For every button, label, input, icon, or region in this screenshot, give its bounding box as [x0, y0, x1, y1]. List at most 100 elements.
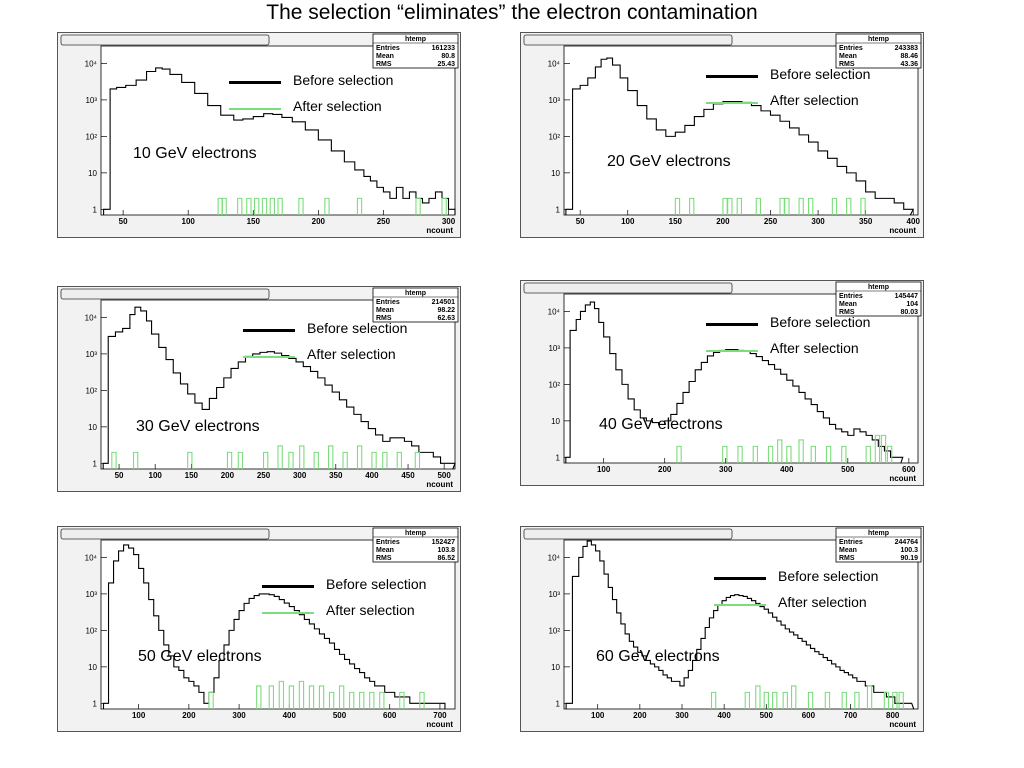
slide-title: The selection “eliminates” the electron …	[266, 1, 758, 24]
after-selection-bin	[278, 680, 285, 709]
after-selection-bin	[269, 197, 275, 215]
chart-caption: 10 GeV electrons	[133, 145, 257, 162]
title-box	[523, 34, 733, 46]
y-tick-label: 10	[88, 663, 97, 672]
histogram-before-selection	[103, 67, 456, 215]
stats-key: Mean	[839, 301, 857, 308]
legend-before-label: Before selection	[293, 72, 394, 88]
after-selection-bin	[419, 691, 425, 709]
legend-after-swatch	[229, 108, 281, 110]
legend-after-swatch	[262, 612, 314, 614]
after-selection-bin	[674, 197, 681, 215]
stats-key: RMS	[376, 61, 392, 68]
x-tick-label: 400	[780, 465, 794, 474]
histogram-svg: 1 10 10² 10³ 10⁴ 100 200 300 400 500 600 700 800ncou…	[520, 526, 924, 732]
after-selection-bin	[379, 691, 385, 709]
y-tick-label: 10²	[85, 132, 97, 141]
stats-box: htemp Entries 243383 Mean 88.46 RMS 43.36	[835, 33, 922, 69]
plot-area	[563, 293, 919, 464]
after-selection-bin	[256, 685, 262, 709]
x-tick-label: 250	[764, 217, 778, 226]
stats-key: Mean	[376, 307, 394, 314]
legend-before-label: Before selection	[770, 66, 871, 82]
stats-value: 161233	[432, 45, 455, 52]
legend-after-label: After selection	[326, 602, 415, 618]
after-selection-bin	[318, 685, 325, 709]
stats-value: 214501	[432, 299, 455, 306]
x-tick-label: 350	[859, 217, 873, 226]
x-tick-label: 100	[182, 217, 196, 226]
stats-key: Entries	[376, 299, 400, 306]
legend-before-label: Before selection	[307, 320, 408, 336]
after-selection-bin	[414, 451, 421, 469]
after-selection-bin	[298, 197, 304, 215]
y-tick-label: 10³	[85, 96, 97, 105]
after-selection-bin	[399, 691, 405, 709]
x-tick-label: 400	[717, 711, 731, 720]
histogram-panel: 1 10 10² 10³ 10⁴ 50 100 150 200 250 300 ncount htemp…	[57, 32, 461, 238]
stats-value: 244764	[895, 539, 918, 546]
after-selection-bin	[784, 197, 790, 215]
histogram-panel: 1 10 10² 10³ 10⁴ 100 200 300 400 500 600 700 800 ncou…	[520, 526, 924, 732]
after-selection-bin	[356, 445, 363, 469]
x-tick-label: 250	[257, 471, 271, 480]
title-box	[523, 528, 733, 540]
x-tick-label: 600	[383, 711, 397, 720]
title-box	[60, 528, 270, 540]
after-selection-bin	[338, 685, 345, 709]
stats-value: 88.46	[900, 53, 918, 60]
stats-key: Entries	[839, 293, 863, 300]
x-tick-label: 200	[716, 217, 730, 226]
y-tick-label: 10⁴	[85, 59, 98, 68]
legend-after-label: After selection	[770, 92, 859, 108]
stats-value: 80.03	[900, 309, 918, 316]
stats-key: Mean	[376, 53, 394, 60]
after-selection-bin	[371, 451, 377, 469]
after-selection-bin	[874, 434, 881, 463]
stats-key: Mean	[839, 547, 857, 554]
stats-value: 100.3	[900, 547, 918, 554]
x-tick-label: 600	[802, 711, 816, 720]
after-selection-bin	[382, 451, 388, 469]
y-tick-label: 1	[93, 205, 98, 214]
y-tick-label: 1	[556, 699, 561, 708]
stats-key: Mean	[839, 53, 857, 60]
x-tick-label: 150	[669, 217, 683, 226]
histogram-after-selection	[217, 197, 447, 215]
legend-before-label: Before selection	[326, 576, 427, 592]
x-tick-label: 300	[675, 711, 689, 720]
after-selection-bin	[298, 680, 305, 709]
after-selection-bin	[866, 685, 873, 709]
after-selection-bin	[807, 691, 814, 709]
histogram-before-selection	[102, 544, 446, 709]
histogram-panel: 1 10 10² 10³ 10⁴ 50 100 150 200 250 300 350 400 450 50…	[57, 286, 461, 492]
after-selection-bin	[798, 197, 804, 215]
after-selection-bin	[898, 691, 904, 709]
after-selection-bin	[841, 691, 847, 709]
legend-after-label: After selection	[770, 340, 859, 356]
stats-box: htemp Entries 152427 Mean 103.8 RMS 86.52	[372, 527, 459, 563]
x-tick-label: 300	[719, 465, 733, 474]
x-axis-label: ncount	[426, 720, 453, 729]
stats-value: 43.36	[900, 61, 918, 68]
chart-caption: 50 GeV electrons	[138, 648, 262, 665]
stats-value: 98.22	[437, 307, 455, 314]
after-selection-bin	[824, 691, 831, 709]
x-tick-label: 400	[365, 471, 379, 480]
y-tick-label: 1	[556, 453, 561, 462]
stats-box: htemp Entries 145447 Mean 104 RMS 80.03	[835, 281, 922, 317]
histogram-panel: 1 10 10² 10³ 10⁴ 50 100 150 200 250 300 350 400 ncoun…	[520, 32, 924, 238]
title-box	[60, 34, 270, 46]
histogram-before-selection	[102, 306, 456, 470]
after-selection-bin	[763, 691, 769, 709]
legend-after-label: After selection	[778, 594, 867, 610]
stats-title: htemp	[405, 290, 426, 297]
after-selection-bin	[810, 445, 816, 463]
after-selection-bin	[132, 451, 139, 469]
after-selection-bin	[841, 445, 847, 463]
after-selection-bin	[772, 691, 778, 709]
after-selection-bin	[288, 685, 295, 709]
chart-caption: 20 GeV electrons	[607, 153, 731, 170]
histogram-after-selection	[710, 685, 904, 709]
